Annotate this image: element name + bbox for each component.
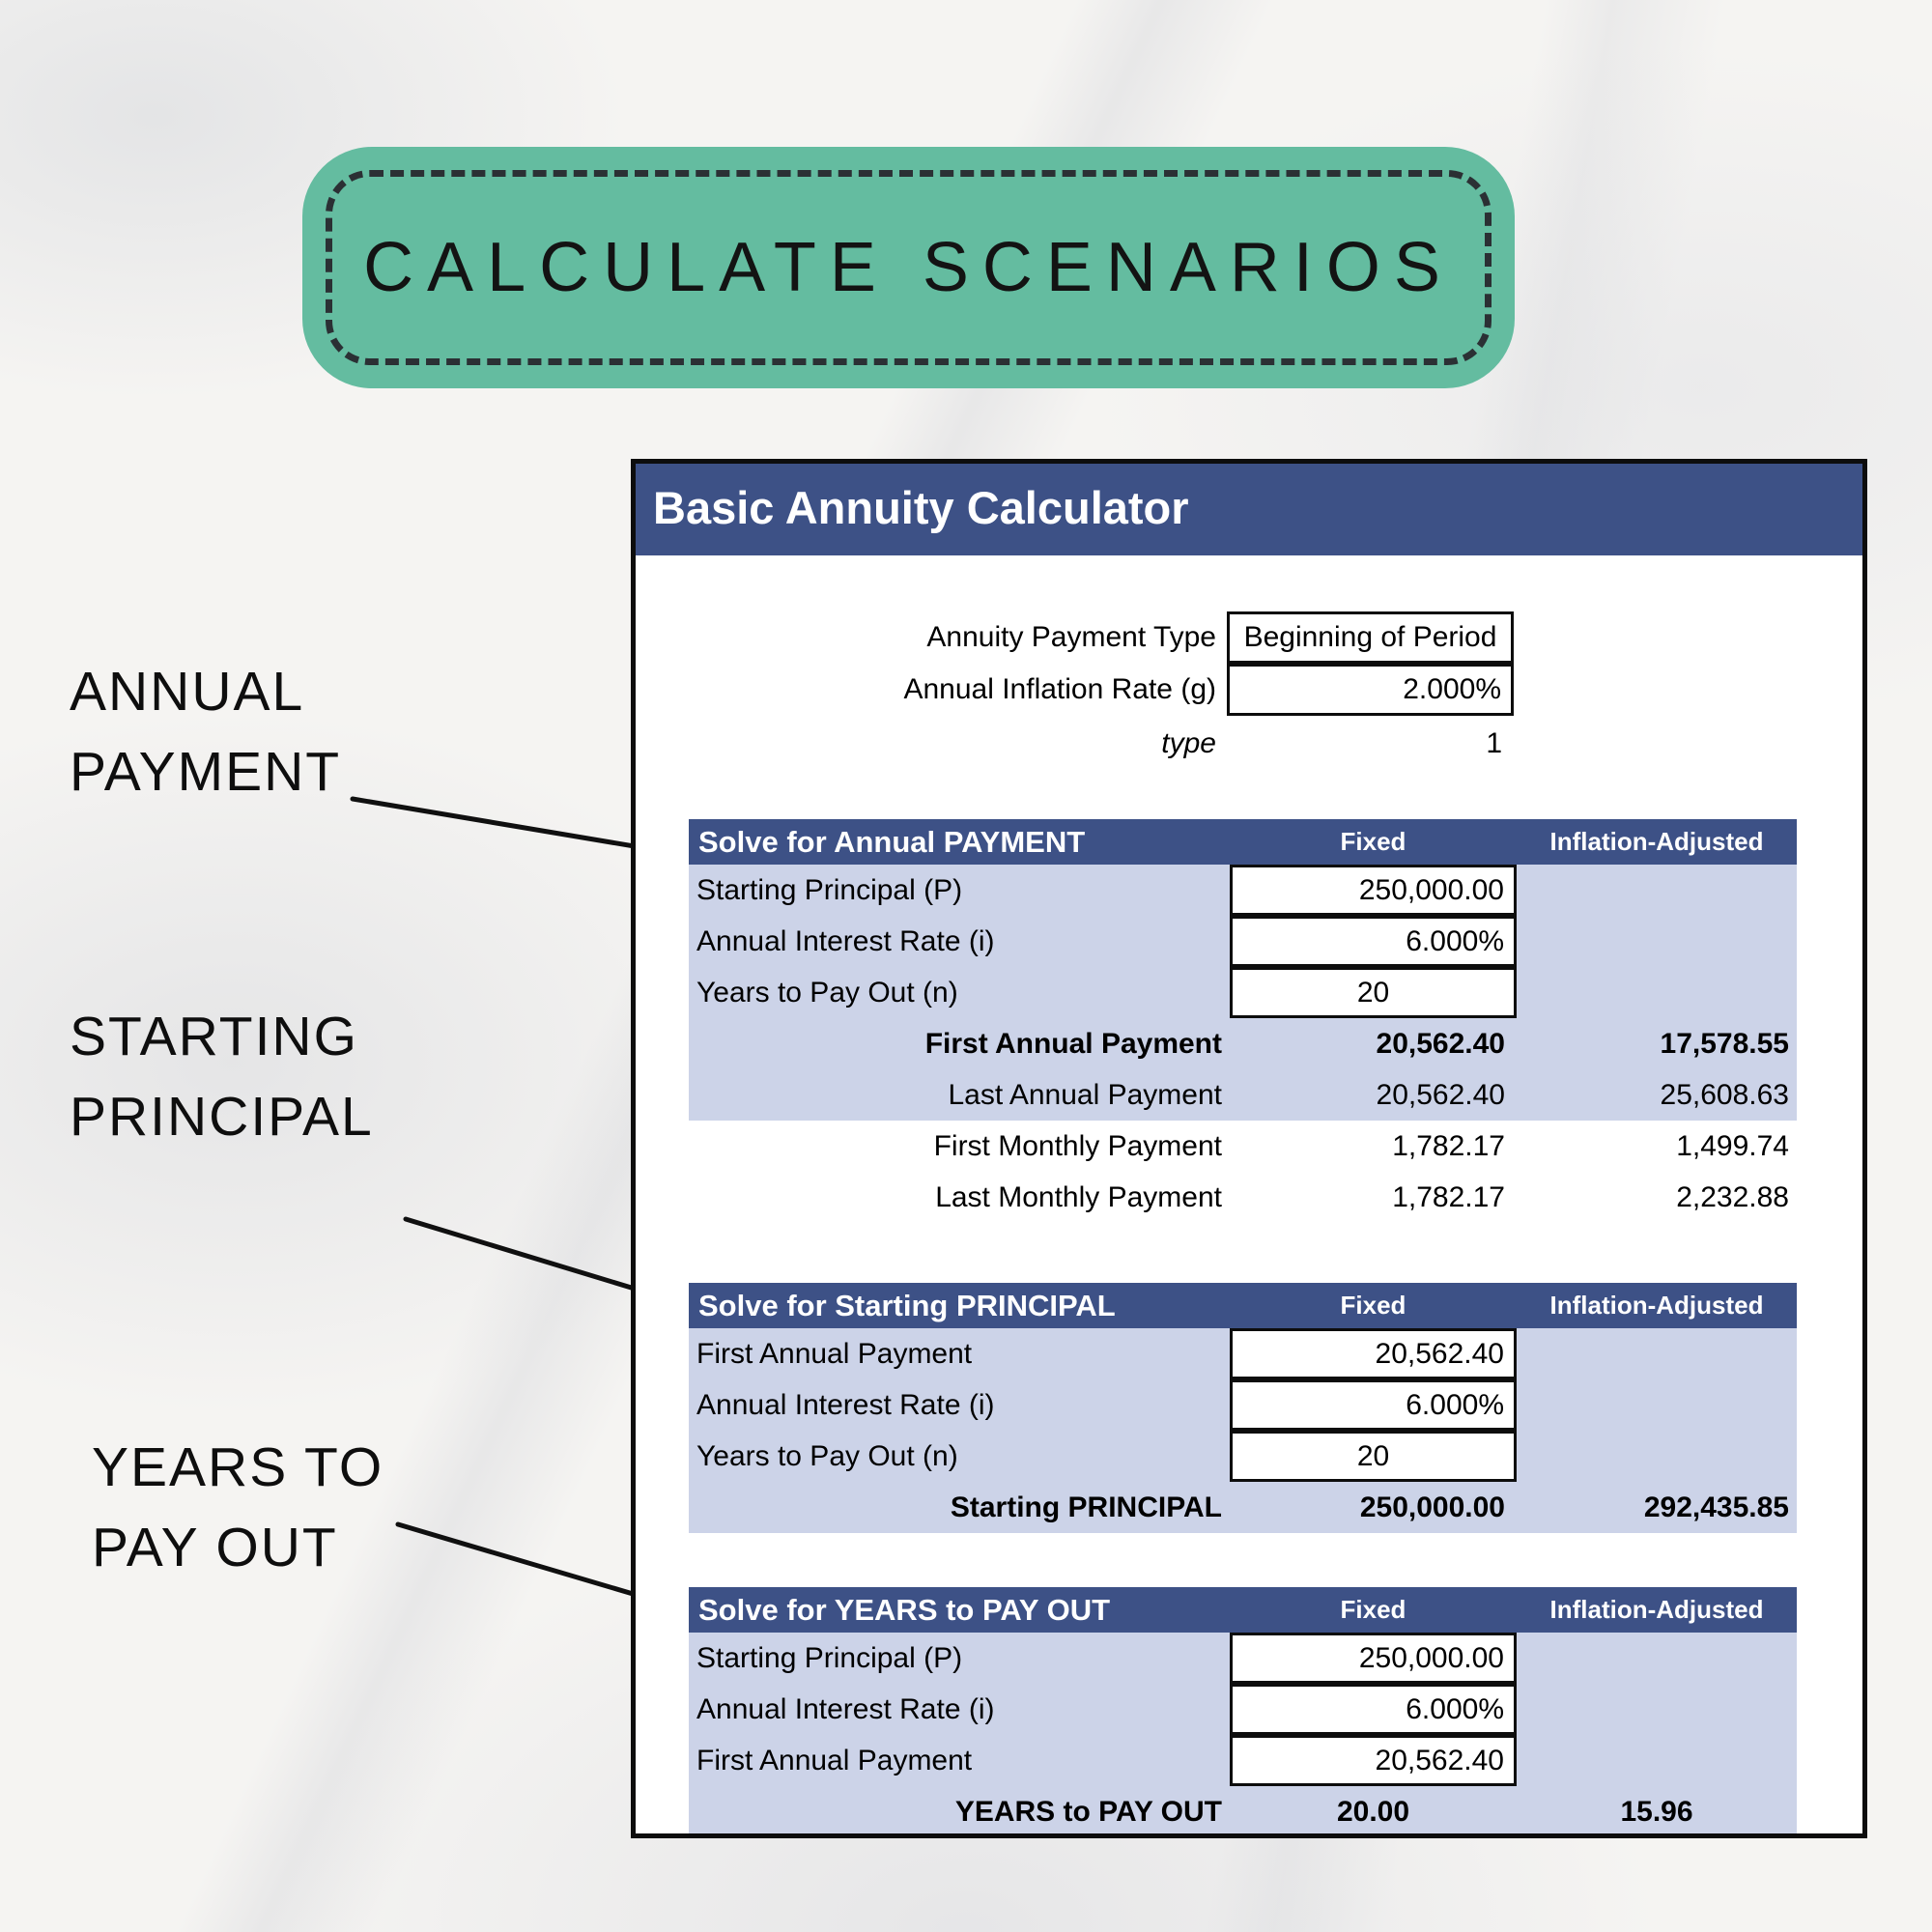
top-field-row: Annuity Payment Type Beginning of Period <box>636 611 1514 664</box>
input-row: Annual Interest Rate (i) 6.000% <box>689 1684 1797 1735</box>
top-field-label: type <box>1161 727 1216 759</box>
input-cell[interactable]: 250,000.00 <box>1230 865 1517 916</box>
result-row-label: Last Monthly Payment <box>935 1181 1222 1213</box>
solve-section: Solve for Starting PRINCIPAL Fixed Inflati… <box>689 1283 1797 1533</box>
input-row-label: Annual Interest Rate (i) <box>696 1693 995 1725</box>
section-title: Solve for Annual PAYMENT <box>698 825 1086 859</box>
input-cell[interactable]: 250,000.00 <box>1230 1633 1517 1684</box>
input-cell[interactable]: 20 <box>1230 967 1517 1018</box>
result-row-label: Starting PRINCIPAL <box>950 1492 1222 1523</box>
top-field-label: Annuity Payment Type <box>926 621 1216 653</box>
input-row: Starting Principal (P) 250,000.00 <box>689 1633 1797 1684</box>
result-row-label: YEARS to PAY OUT <box>954 1796 1222 1828</box>
result-row: First Annual Payment 20,562.40 17,578.55 <box>689 1018 1797 1069</box>
calculator-title: Basic Annuity Calculator <box>653 482 1189 533</box>
input-row-label: Starting Principal (P) <box>696 1642 963 1674</box>
result-value-fixed: 1,782.17 <box>1392 1130 1505 1162</box>
result-row: YEARS to PAY OUT 20.00 15.96 <box>689 1786 1797 1833</box>
result-value-inflation-adjusted: 1,499.74 <box>1676 1130 1789 1162</box>
badge-dashed-border <box>326 170 1492 365</box>
result-value-fixed: 20,562.40 <box>1376 1079 1505 1111</box>
adjusted-cell-empty <box>1517 1379 1797 1431</box>
input-row: Annual Interest Rate (i) 6.000% <box>689 916 1797 967</box>
input-row-label: First Annual Payment <box>696 1338 973 1370</box>
adjusted-cell-empty <box>1517 1633 1797 1684</box>
top-field-label: Annual Inflation Rate (g) <box>903 673 1216 705</box>
section-header: Solve for Starting PRINCIPAL Fixed Inflati… <box>689 1283 1797 1328</box>
column-header-fixed: Fixed <box>1340 1595 1406 1624</box>
adjusted-cell-empty <box>1517 1328 1797 1379</box>
result-row-label: Last Annual Payment <box>948 1079 1222 1111</box>
solve-section: Solve for Annual PAYMENT Fixed Inflation-A… <box>689 819 1797 1223</box>
result-value-fixed: 1,782.17 <box>1392 1181 1505 1213</box>
input-row: First Annual Payment 20,562.40 <box>689 1328 1797 1379</box>
adjusted-cell-empty <box>1517 1431 1797 1482</box>
result-value-inflation-adjusted: 292,435.85 <box>1643 1492 1789 1523</box>
column-header-inflation-adjusted: Inflation-Adjusted <box>1549 1595 1764 1624</box>
input-cell[interactable]: 20 <box>1230 1431 1517 1482</box>
input-row: Starting Principal (P) 250,000.00 <box>689 865 1797 916</box>
column-header-fixed: Fixed <box>1340 827 1406 856</box>
input-cell[interactable]: 6.000% <box>1230 916 1517 967</box>
side-label-annual-payment: ANNUAL PAYMENT <box>70 661 342 803</box>
input-row-label: Starting Principal (P) <box>696 874 963 906</box>
badge-title: CALCULATE SCENARIOS <box>363 229 1454 306</box>
result-row-label: First Annual Payment <box>924 1028 1222 1060</box>
top-field-row: Annual Inflation Rate (g) 2.000% <box>636 664 1514 716</box>
input-cell[interactable]: 6.000% <box>1230 1379 1517 1431</box>
scenario-badge: CALCULATE SCENARIOS <box>302 147 1515 388</box>
adjusted-cell-empty <box>1517 865 1797 916</box>
result-value-fixed: 250,000.00 <box>1359 1492 1505 1523</box>
input-row: Annual Interest Rate (i) 6.000% <box>689 1379 1797 1431</box>
adjusted-cell-empty <box>1517 916 1797 967</box>
input-cell[interactable]: 20,562.40 <box>1230 1328 1517 1379</box>
input-row: Years to Pay Out (n) 20 <box>689 1431 1797 1482</box>
input-cell[interactable]: 6.000% <box>1230 1684 1517 1735</box>
input-cell[interactable]: 20,562.40 <box>1230 1735 1517 1786</box>
section-title: Solve for YEARS to PAY OUT <box>698 1593 1111 1627</box>
result-value-fixed: 20,562.40 <box>1376 1028 1505 1060</box>
input-row-label: Annual Interest Rate (i) <box>696 1389 995 1421</box>
adjusted-cell-empty <box>1517 1735 1797 1786</box>
result-row-label: First Monthly Payment <box>933 1130 1222 1162</box>
column-header-inflation-adjusted: Inflation-Adjusted <box>1549 827 1764 856</box>
input-row: First Annual Payment 20,562.40 <box>689 1735 1797 1786</box>
result-value-inflation-adjusted: 25,608.63 <box>1660 1079 1789 1111</box>
result-value-inflation-adjusted: 15.96 <box>1620 1796 1693 1828</box>
result-row: Last Annual Payment 20,562.40 25,608.63 <box>689 1069 1797 1121</box>
result-value-inflation-adjusted: 17,578.55 <box>1660 1028 1789 1060</box>
input-row-label: Annual Interest Rate (i) <box>696 925 995 957</box>
column-header-inflation-adjusted: Inflation-Adjusted <box>1549 1291 1764 1320</box>
input-row-label: Years to Pay Out (n) <box>696 1440 958 1472</box>
solve-section: Solve for YEARS to PAY OUT Fixed Inflation… <box>689 1587 1797 1833</box>
result-row: First Monthly Payment 1,782.17 1,499.74 <box>689 1121 1797 1172</box>
annuity-calculator-panel: Basic Annuity Calculator Annuity Payment… <box>631 459 1867 1838</box>
top-field-input-cell[interactable]: 2.000% <box>1227 664 1514 716</box>
section-title: Solve for Starting PRINCIPAL <box>698 1289 1116 1322</box>
input-row: Years to Pay Out (n) 20 <box>689 967 1797 1018</box>
adjusted-cell-empty <box>1517 967 1797 1018</box>
result-value-inflation-adjusted: 2,232.88 <box>1676 1181 1789 1213</box>
result-value-fixed: 20.00 <box>1336 1796 1410 1828</box>
top-field-value: 1 <box>1486 727 1502 759</box>
adjusted-cell-empty <box>1517 1684 1797 1735</box>
result-row: Last Monthly Payment 1,782.17 2,232.88 <box>689 1172 1797 1223</box>
side-label-years-to-pay-out: YEARS TO PAY OUT <box>92 1436 384 1578</box>
result-row: Starting PRINCIPAL 250,000.00 292,435.85 <box>689 1482 1797 1533</box>
section-header: Solve for Annual PAYMENT Fixed Inflation-A… <box>689 819 1797 865</box>
top-field-input-cell[interactable]: Beginning of Period <box>1227 611 1514 664</box>
calculator-title-bar: Basic Annuity Calculator <box>636 464 1862 555</box>
side-label-starting-principal: STARTING PRINCIPAL <box>70 1006 374 1148</box>
top-field-row: type 1 <box>636 718 1514 770</box>
input-row-label: Years to Pay Out (n) <box>696 977 958 1009</box>
column-header-fixed: Fixed <box>1340 1291 1406 1320</box>
section-header: Solve for YEARS to PAY OUT Fixed Inflation… <box>689 1587 1797 1633</box>
input-row-label: First Annual Payment <box>696 1745 973 1776</box>
